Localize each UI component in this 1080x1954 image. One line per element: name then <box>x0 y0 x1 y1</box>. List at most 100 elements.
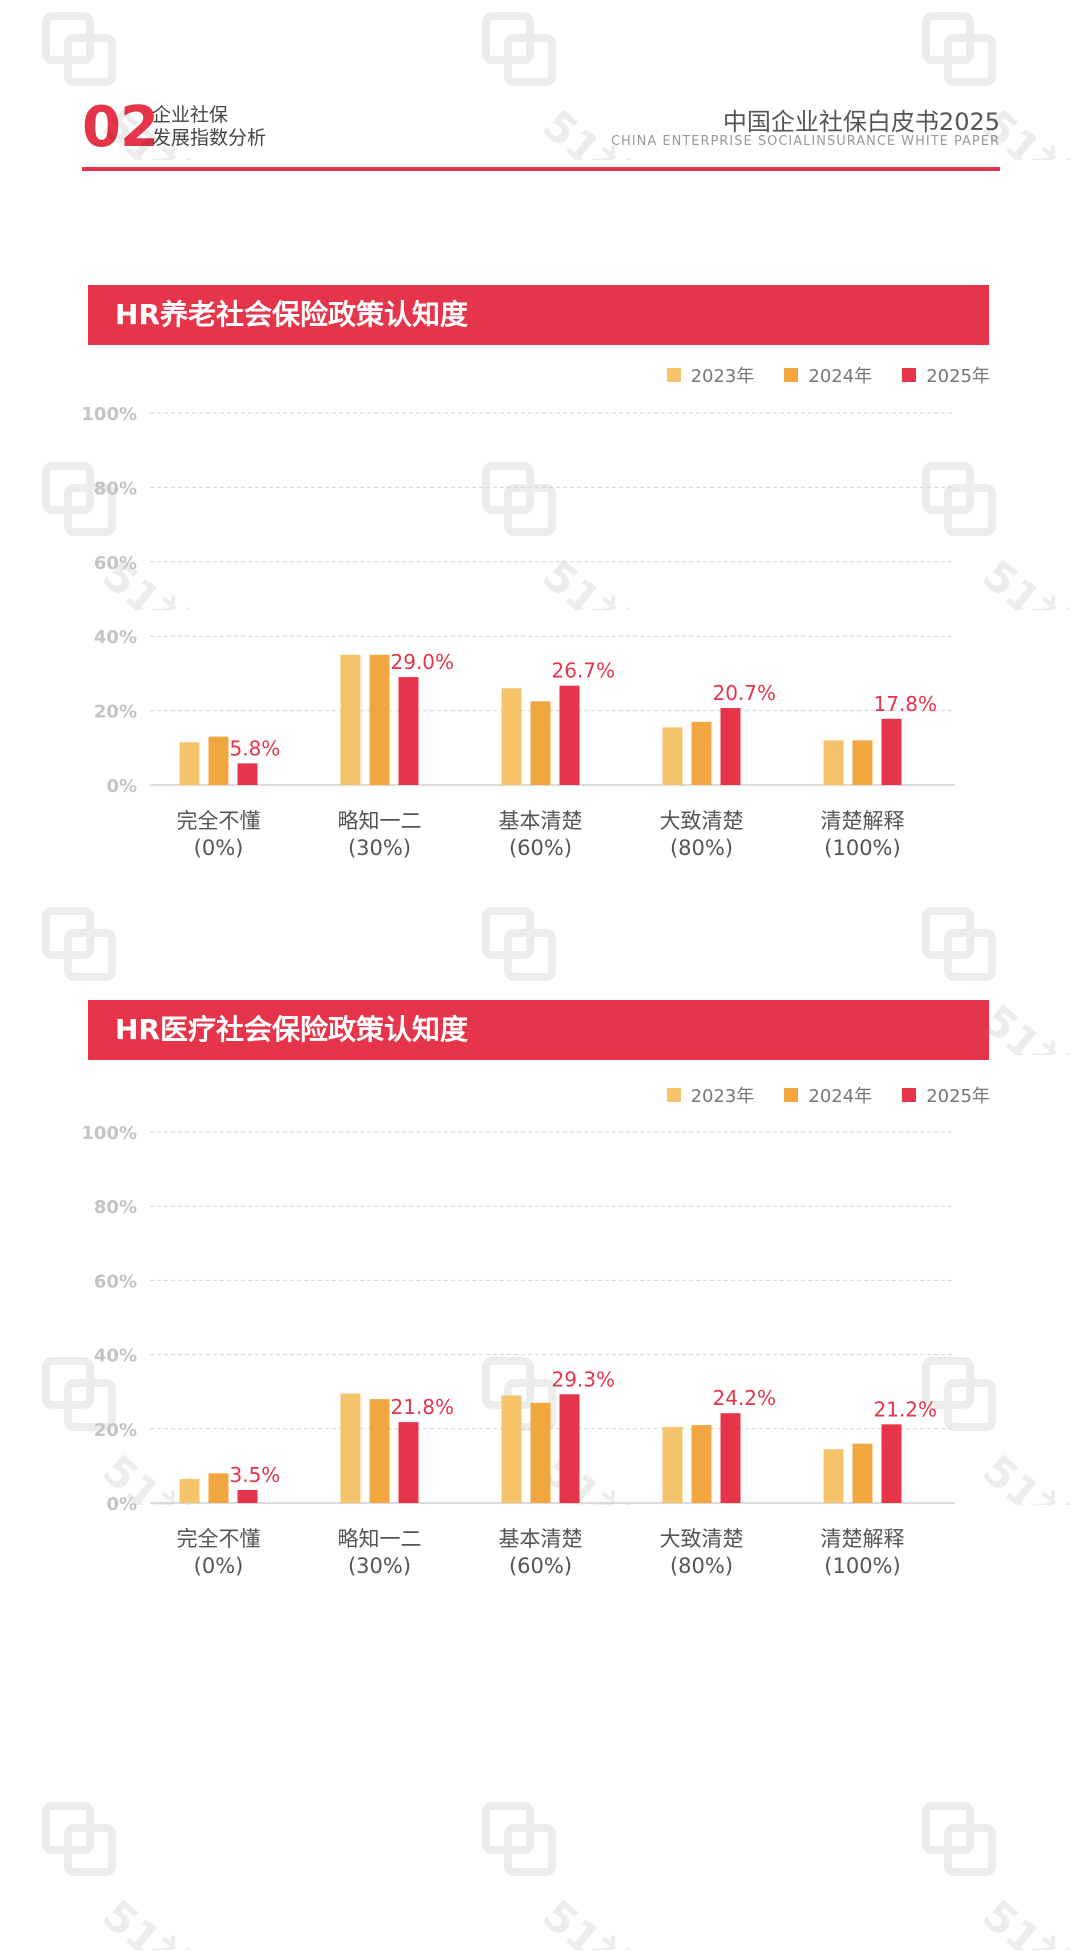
x-category-label: (80%) <box>670 1554 733 1578</box>
pension-bar-chart: 0% 20% 40% 60% 80% 100% 5.8% 完全不懂 (0%) 29.0% 略知一二 (… <box>81 404 955 860</box>
legend-swatch <box>784 1088 799 1102</box>
bar-2023年 <box>823 1449 844 1503</box>
x-category-label: 基本清楚 <box>499 1527 583 1551</box>
x-category-label: 略知一二 <box>338 809 422 833</box>
section-title: 企业社保 发展指数分析 <box>152 104 266 150</box>
bar-2023年 <box>823 740 844 785</box>
bar-2024年 <box>208 1473 229 1503</box>
x-category-label: 完全不懂 <box>177 1527 261 1551</box>
y-tick-label: 100% <box>81 1123 137 1144</box>
legend-item: 2025年 <box>902 362 990 388</box>
y-tick-label: 40% <box>94 627 137 648</box>
document-subtitle: CHINA ENTERPRISE SOCIALINSURANCE WHITE P… <box>610 134 1000 149</box>
bar-2024年 <box>369 654 390 785</box>
medical-bar-chart: 0% 20% 40% 60% 80% 100% 3.5% 完全不懂 (0%) 21.8% 略知一二 (… <box>81 1123 955 1578</box>
x-category-label: 大致清楚 <box>660 1527 744 1551</box>
svg-text:51社保: 51社保 <box>534 1890 640 1950</box>
x-category-label: 基本清楚 <box>499 809 583 833</box>
bar-2025年 <box>720 1413 741 1503</box>
x-category-label: 略知一二 <box>338 1527 422 1551</box>
medical-chart-section: HR医疗社会保险政策认知度 2023年 2024年 2025年 0% 20% 40% 60… <box>0 1000 1080 1590</box>
bar-2024年 <box>691 721 712 785</box>
svg-text:51社保: 51社保 <box>974 1890 1080 1950</box>
bar-2025年 <box>720 707 741 785</box>
legend-item: 2023年 <box>666 362 755 388</box>
x-category-label: 完全不懂 <box>177 809 261 833</box>
section-title-line2: 发展指数分析 <box>152 127 267 149</box>
data-label: 29.3% <box>552 1367 616 1391</box>
bar-2025年 <box>881 718 902 785</box>
legend-swatch <box>666 1088 681 1102</box>
legend-label: 2023年 <box>690 1086 755 1107</box>
bar-2023年 <box>340 654 361 785</box>
x-category-label: (80%) <box>670 836 733 860</box>
bar-2023年 <box>662 727 683 785</box>
y-tick-label: 100% <box>81 404 137 425</box>
bar-2024年 <box>691 1425 712 1503</box>
y-tick-label: 60% <box>94 1271 137 1292</box>
bar-2025年 <box>237 1490 258 1503</box>
bar-2023年 <box>179 742 200 785</box>
bar-2023年 <box>179 1478 200 1503</box>
y-tick-label: 20% <box>94 1420 137 1441</box>
y-tick-label: 80% <box>94 478 137 499</box>
header-divider <box>82 167 1000 171</box>
section-number: 02 <box>82 95 159 160</box>
chart-title-banner: HR养老社会保险政策认知度 <box>88 285 989 345</box>
legend-item: 2023年 <box>666 1082 755 1108</box>
data-label: 24.2% <box>713 1386 777 1410</box>
bar-2024年 <box>530 701 551 785</box>
x-category-label: 清楚解释 <box>821 809 905 833</box>
legend-label: 2024年 <box>808 366 873 387</box>
legend-swatch <box>902 368 917 382</box>
watermark-logo: 51社保 <box>40 1800 235 1954</box>
x-category-label: (60%) <box>509 836 572 860</box>
bar-2025年 <box>881 1424 902 1503</box>
bar-2025年 <box>559 685 580 785</box>
bar-2023年 <box>501 1395 522 1503</box>
data-label: 26.7% <box>552 659 616 683</box>
bar-2023年 <box>501 688 522 785</box>
bar-2025年 <box>237 763 258 785</box>
y-tick-label: 40% <box>94 1346 137 1367</box>
legend-swatch <box>666 368 681 382</box>
legend-label: 2025年 <box>926 366 990 387</box>
x-category-label: (0%) <box>194 1554 244 1578</box>
bar-2023年 <box>340 1393 361 1503</box>
data-label: 29.0% <box>391 650 455 674</box>
bar-2024年 <box>852 740 873 785</box>
x-category-label: (0%) <box>194 836 244 860</box>
watermark-logo: 51社保 <box>480 1800 675 1954</box>
x-category-label: 大致清楚 <box>660 809 744 833</box>
y-tick-label: 80% <box>94 1197 137 1218</box>
legend-item: 2025年 <box>902 1082 990 1108</box>
legend-label: 2023年 <box>690 366 755 387</box>
document-title: 中国企业社保白皮书2025 <box>722 108 1000 136</box>
bar-2025年 <box>559 1394 580 1503</box>
bar-2025年 <box>398 677 419 785</box>
x-category-label: 清楚解释 <box>821 1527 905 1551</box>
legend-item: 2024年 <box>784 362 872 388</box>
y-tick-label: 60% <box>94 553 137 574</box>
legend-label: 2024年 <box>808 1086 873 1107</box>
watermark-logo: 51社保 <box>920 1800 1080 1954</box>
chart-legend: 2023年 2024年 2025年 <box>666 1082 990 1108</box>
page-header: 02 企业社保 发展指数分析 中国企业社保白皮书2025 CHINA ENTER… <box>82 100 1000 170</box>
bar-2024年 <box>530 1402 551 1503</box>
x-category-label: (100%) <box>824 836 900 860</box>
bar-2024年 <box>208 736 229 785</box>
y-tick-label: 20% <box>94 702 137 723</box>
legend-label: 2025年 <box>926 1086 990 1107</box>
legend-swatch <box>784 368 799 382</box>
data-label: 17.8% <box>874 692 938 716</box>
x-category-label: (60%) <box>509 1554 572 1578</box>
x-category-label: (30%) <box>348 1554 411 1578</box>
x-category-label: (30%) <box>348 836 411 860</box>
bar-2024年 <box>369 1399 390 1503</box>
bar-2024年 <box>852 1443 873 1503</box>
data-label: 5.8% <box>230 736 281 760</box>
y-tick-label: 0% <box>106 776 137 797</box>
data-label: 21.8% <box>391 1395 455 1419</box>
chart-title-banner: HR医疗社会保险政策认知度 <box>88 1000 989 1060</box>
svg-text:51社保: 51社保 <box>94 1890 200 1950</box>
